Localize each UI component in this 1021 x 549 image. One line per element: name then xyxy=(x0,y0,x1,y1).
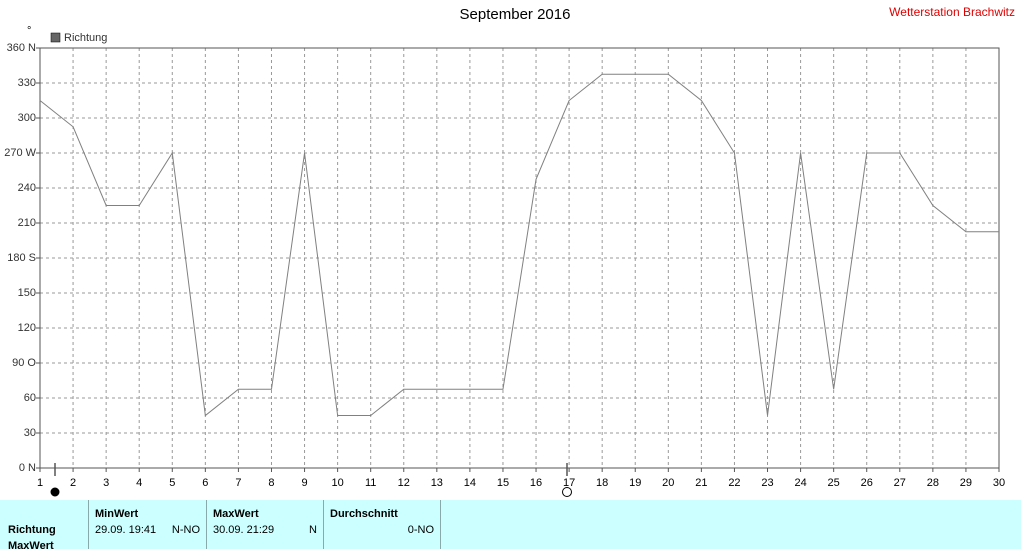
x-tick-label: 6 xyxy=(202,477,208,489)
new-moon-icon xyxy=(50,487,60,497)
x-tick-label: 30 xyxy=(993,477,1005,489)
header: Durchschnitt xyxy=(330,508,398,520)
row-label: MaxWert xyxy=(8,540,54,549)
x-tick-label: 11 xyxy=(365,477,376,489)
y-tick-label: 360 N xyxy=(7,42,36,54)
legend-label: Richtung xyxy=(64,32,107,44)
x-tick-label: 20 xyxy=(662,477,674,489)
header: MaxWert xyxy=(213,508,259,520)
y-axis-label: ° xyxy=(27,25,31,37)
y-tick-label: 60 xyxy=(24,392,36,404)
header: MinWert xyxy=(95,508,139,520)
y-tick-label: 90 O xyxy=(12,357,36,369)
x-tick-label: 17 xyxy=(563,477,575,489)
y-tick-label: 240 xyxy=(18,182,36,194)
x-tick-label: 16 xyxy=(530,477,542,489)
y-tick-label: 270 W xyxy=(4,147,36,159)
full-moon-icon xyxy=(562,487,572,497)
x-tick-label: 23 xyxy=(761,477,773,489)
x-tick-label: 10 xyxy=(331,477,343,489)
x-tick-label: 12 xyxy=(398,477,410,489)
x-tick-label: 3 xyxy=(103,477,109,489)
y-tick-label: 0 N xyxy=(19,462,36,474)
y-tick-label: 300 xyxy=(18,112,36,124)
x-tick-label: 15 xyxy=(497,477,509,489)
x-tick-label: 22 xyxy=(728,477,740,489)
x-tick-label: 19 xyxy=(629,477,641,489)
row-label: Richtung xyxy=(8,524,56,536)
value: N-NO xyxy=(171,524,200,536)
x-tick-label: 2 xyxy=(70,477,76,489)
stats-cell: Durchschnitt 0-NO xyxy=(323,500,441,549)
y-tick-label: 330 xyxy=(18,77,36,89)
x-tick-label: 1 xyxy=(37,477,43,489)
y-tick-label: 180 S xyxy=(7,252,36,264)
chart: September 2016 Wetterstation Brachwitz °… xyxy=(4,5,1015,497)
y-tick-label: 150 xyxy=(18,287,36,299)
x-tick-label: 24 xyxy=(794,477,806,489)
x-tick-label: 5 xyxy=(169,477,175,489)
x-tick-label: 28 xyxy=(927,477,939,489)
x-tick-label: 18 xyxy=(596,477,608,489)
x-tick-label: 7 xyxy=(235,477,241,489)
chart-title: September 2016 xyxy=(460,6,571,23)
y-tick-label: 30 xyxy=(24,427,36,439)
x-tick-label: 9 xyxy=(301,477,307,489)
legend-swatch xyxy=(50,32,61,43)
x-tick-label: 21 xyxy=(695,477,707,489)
station-name: Wetterstation Brachwitz xyxy=(889,5,1015,19)
data-line xyxy=(39,73,999,417)
x-tick-label: 14 xyxy=(464,477,476,489)
stats-cell: MaxWert 30.09. 21:29 N xyxy=(206,500,323,549)
x-tick-label: 25 xyxy=(828,477,840,489)
value: N xyxy=(309,524,317,536)
stats-cell: MinWert 29.09. 19:41 N-NO xyxy=(88,500,206,549)
date: 29.09. 19:41 xyxy=(95,524,157,536)
x-tick-label: 29 xyxy=(960,477,972,489)
stats-panel: Richtung MaxWert MinWert 29.09. 19:41 N-… xyxy=(0,500,1021,549)
value: 0-NO xyxy=(407,524,434,536)
date: 30.09. 21:29 xyxy=(213,524,275,536)
x-tick-label: 27 xyxy=(894,477,906,489)
x-tick-label: 4 xyxy=(136,477,142,489)
y-tick-label: 210 xyxy=(18,217,36,229)
plot-area xyxy=(39,47,1000,469)
x-tick-label: 13 xyxy=(431,477,443,489)
x-tick-label: 26 xyxy=(861,477,873,489)
x-tick-label: 8 xyxy=(268,477,274,489)
y-tick-label: 120 xyxy=(18,322,36,334)
plot-area xyxy=(39,47,1000,469)
